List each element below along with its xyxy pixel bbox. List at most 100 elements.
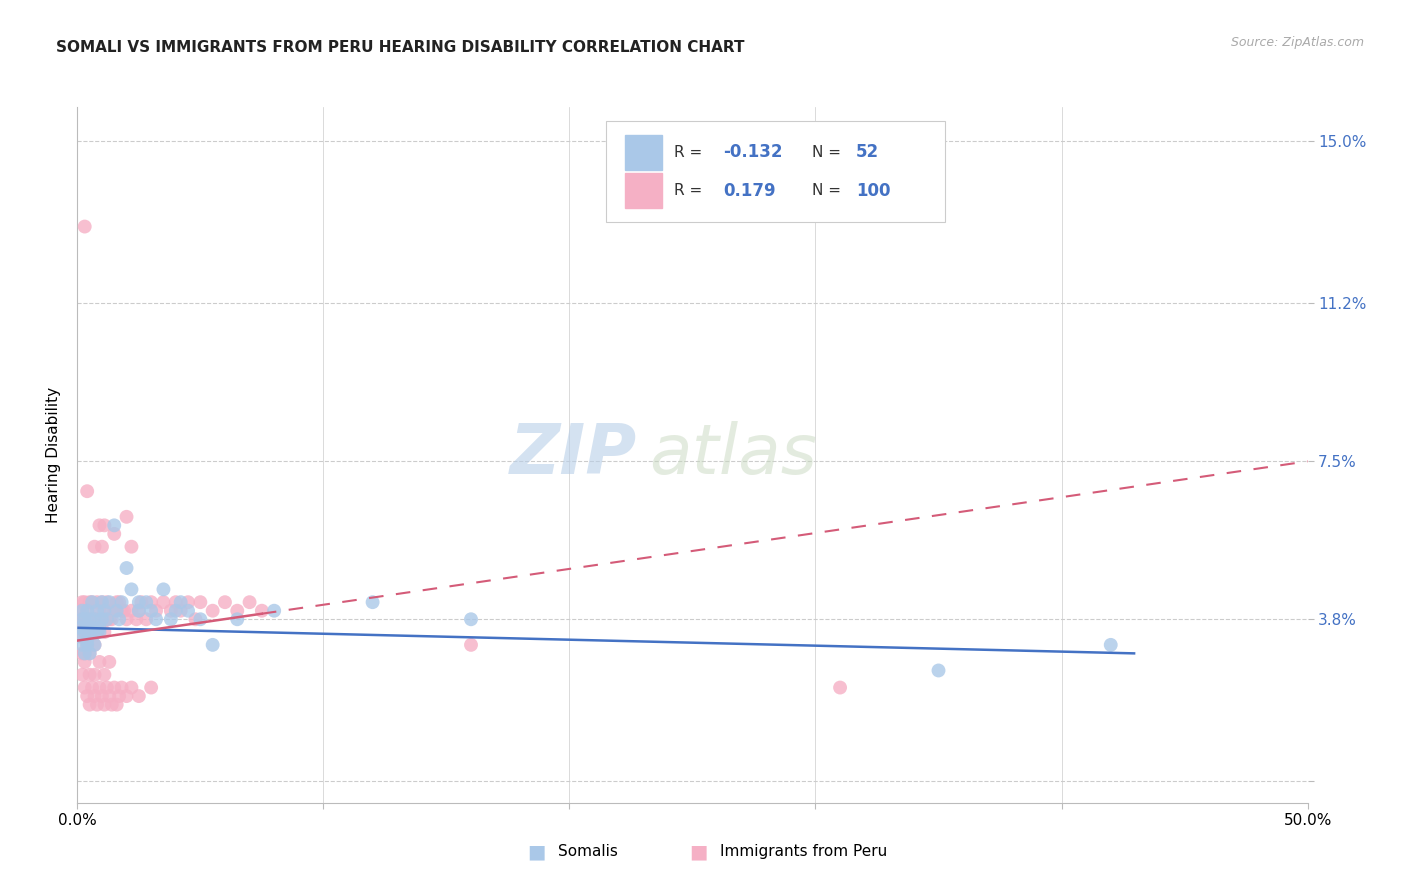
Point <box>79 625 101 640</box>
Point <box>76 638 98 652</box>
Point <box>76 604 98 618</box>
Point <box>460 638 482 652</box>
Point <box>73 625 96 640</box>
Point <box>70 595 93 609</box>
Point <box>115 689 138 703</box>
Point <box>108 612 131 626</box>
Point <box>101 612 124 626</box>
Point <box>93 698 115 712</box>
Point <box>96 681 118 695</box>
Point <box>69 612 91 626</box>
Point <box>128 595 150 609</box>
Point <box>76 633 98 648</box>
Point <box>73 219 96 234</box>
Point <box>89 518 111 533</box>
Point <box>73 625 96 640</box>
Point <box>98 689 121 703</box>
Point <box>79 647 101 661</box>
Point <box>141 681 163 695</box>
Point <box>105 604 128 618</box>
Point <box>76 638 98 652</box>
Point <box>79 647 101 661</box>
Point <box>214 595 236 609</box>
Point <box>70 667 93 681</box>
Point <box>90 595 114 609</box>
Point <box>86 604 108 618</box>
Point <box>69 629 91 643</box>
Point <box>90 612 114 626</box>
Point <box>103 681 125 695</box>
Text: 52: 52 <box>856 144 879 161</box>
Point <box>115 612 138 626</box>
Point <box>96 612 118 626</box>
Point <box>188 612 212 626</box>
Point <box>170 604 193 618</box>
Point <box>90 612 114 626</box>
Point <box>79 595 101 609</box>
Point <box>108 595 131 609</box>
Point <box>460 612 482 626</box>
Point <box>152 595 174 609</box>
Point <box>86 698 108 712</box>
Point <box>121 540 143 554</box>
Point <box>76 621 98 635</box>
Point <box>73 647 96 661</box>
Point <box>226 612 249 626</box>
Point <box>70 604 93 618</box>
Point <box>79 612 101 626</box>
Point <box>73 647 96 661</box>
Point <box>73 621 96 635</box>
Point <box>201 638 224 652</box>
Point <box>79 698 101 712</box>
Point <box>82 621 104 635</box>
Point <box>121 582 143 597</box>
Point <box>76 604 98 618</box>
Point <box>98 655 121 669</box>
Point <box>170 595 193 609</box>
Point <box>105 595 128 609</box>
Point <box>89 604 111 618</box>
Text: ■: ■ <box>527 842 546 862</box>
Point <box>89 621 111 635</box>
Point <box>76 621 98 635</box>
Point <box>69 604 91 618</box>
Text: 0.179: 0.179 <box>723 182 776 200</box>
Point <box>928 664 950 678</box>
Point <box>82 612 104 626</box>
Text: -0.132: -0.132 <box>723 144 783 161</box>
Point <box>82 595 104 609</box>
Point <box>73 612 96 626</box>
Point <box>86 595 108 609</box>
Point <box>98 604 121 618</box>
Point <box>121 681 143 695</box>
Point <box>79 667 101 681</box>
Point <box>152 582 174 597</box>
Point <box>90 595 114 609</box>
Point <box>93 604 115 618</box>
Point <box>830 681 852 695</box>
Point <box>111 604 132 618</box>
Point <box>135 612 157 626</box>
Point <box>103 518 125 533</box>
Text: N =: N = <box>811 183 841 198</box>
Point <box>103 604 125 618</box>
Point <box>83 689 105 703</box>
Point <box>98 595 121 609</box>
Point <box>69 621 91 635</box>
Point <box>89 625 111 640</box>
Point <box>128 604 150 618</box>
Point <box>165 604 187 618</box>
Text: Immigrants from Peru: Immigrants from Peru <box>720 845 887 859</box>
Point <box>96 612 118 626</box>
Point <box>76 484 98 499</box>
Point <box>145 604 167 618</box>
Point <box>82 681 104 695</box>
Point <box>115 561 138 575</box>
Point <box>90 540 114 554</box>
Point <box>141 604 163 618</box>
Point <box>160 604 183 618</box>
Y-axis label: Hearing Disability: Hearing Disability <box>45 387 60 523</box>
Point <box>96 595 118 609</box>
Point <box>93 667 115 681</box>
Point <box>70 612 93 626</box>
